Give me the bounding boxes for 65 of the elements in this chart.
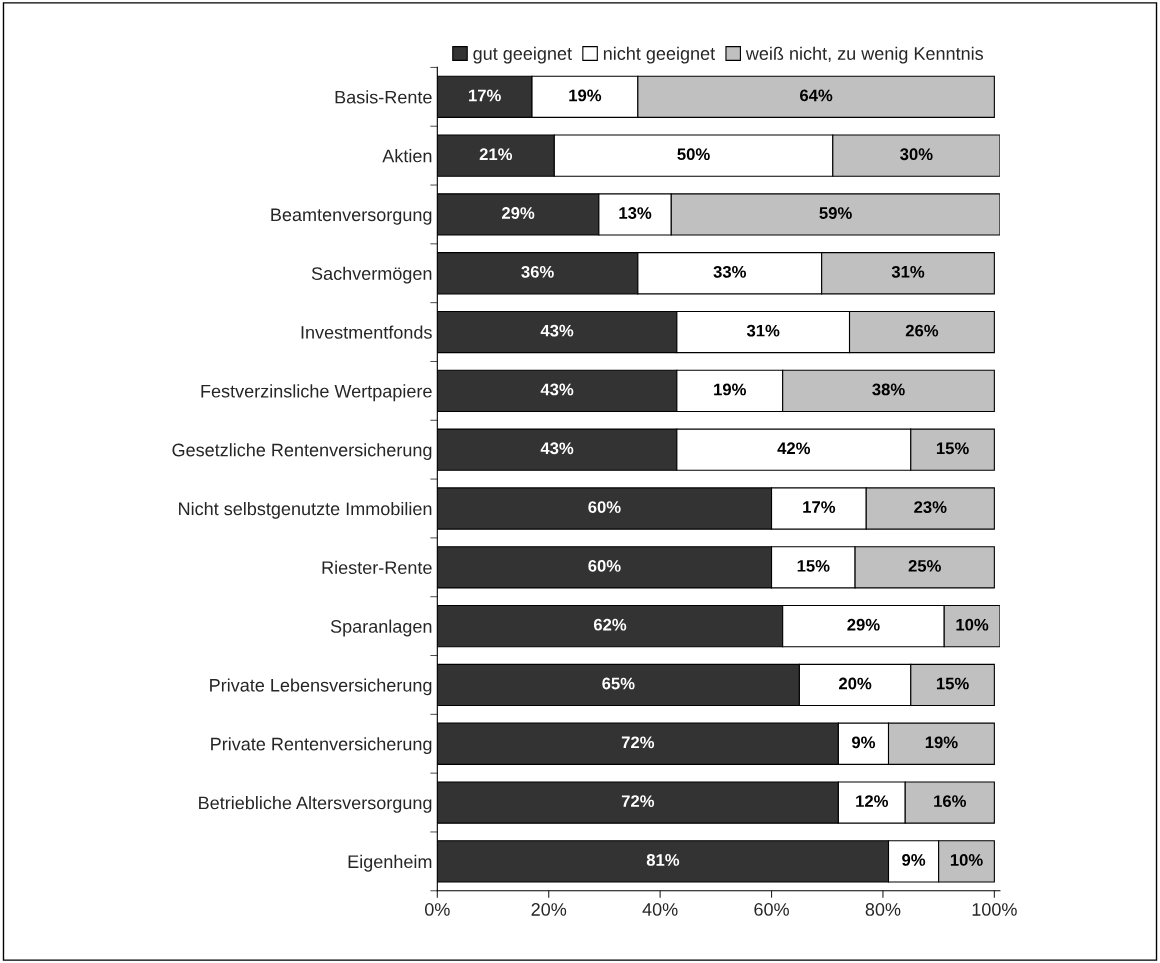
- x-tick-label: 80%: [865, 903, 901, 916]
- y-tick-label: Basis-Rente: [335, 90, 432, 104]
- data-label: 60%: [588, 501, 621, 513]
- data-label: 10%: [956, 618, 989, 631]
- data-label: 43%: [540, 324, 574, 337]
- legend-label: nicht geeignet: [603, 46, 716, 64]
- data-label: 29%: [847, 618, 880, 631]
- data-label: 13%: [619, 207, 652, 219]
- data-label: 65%: [602, 677, 635, 690]
- data-label: 19%: [714, 383, 746, 396]
- data-label: 30%: [900, 148, 933, 161]
- x-tick-label: 100%: [972, 903, 1017, 916]
- data-label: 20%: [838, 677, 872, 690]
- data-label: 33%: [713, 265, 746, 278]
- data-label: 31%: [891, 265, 925, 278]
- data-label: 62%: [593, 618, 627, 631]
- y-tick-label: Private Lebensversicherung: [210, 678, 432, 696]
- y-tick-label: Aktien: [382, 149, 432, 163]
- y-tick-label: Sachvermögen: [311, 266, 432, 284]
- data-label: 10%: [950, 854, 983, 866]
- data-label: 43%: [540, 442, 574, 455]
- data-label: 31%: [746, 324, 780, 337]
- x-tick-label: 60%: [754, 903, 789, 916]
- data-label: 81%: [646, 854, 680, 866]
- y-tick-label: Eigenheim: [348, 854, 432, 872]
- data-label: 15%: [797, 560, 830, 572]
- y-tick-label: Private Rentenversicherung: [211, 737, 432, 755]
- data-label: 59%: [819, 207, 852, 219]
- y-tick-label: Betriebliche Altersversorgung: [199, 796, 432, 813]
- data-label: 29%: [501, 207, 535, 219]
- x-tick-label: 0%: [424, 903, 450, 916]
- y-tick-label: Riester-Rente: [322, 560, 432, 575]
- y-tick-label: Beamtenversorgung: [271, 208, 432, 225]
- data-label: 43%: [540, 383, 574, 396]
- legend-label: weiß nicht, zu wenig Kenntnis: [745, 46, 984, 64]
- data-label: 19%: [925, 736, 958, 749]
- data-label: 72%: [621, 795, 655, 807]
- data-label: 17%: [803, 501, 836, 513]
- data-label: 9%: [902, 854, 926, 866]
- data-label: 38%: [872, 383, 905, 396]
- y-tick-label: Nicht selbstgenutzte Immobilien: [179, 501, 432, 519]
- data-label: 21%: [479, 148, 513, 161]
- data-label: 25%: [908, 559, 941, 572]
- data-label: 19%: [569, 89, 602, 102]
- data-label: 72%: [621, 736, 655, 749]
- x-tick-label: 40%: [642, 903, 678, 916]
- data-label: 16%: [934, 795, 967, 808]
- data-label: 42%: [777, 442, 811, 455]
- y-tick-label: Sparanlagen: [330, 619, 432, 637]
- data-label: 12%: [856, 795, 889, 807]
- x-tick-label: 20%: [531, 903, 567, 916]
- data-label: 23%: [914, 501, 947, 513]
- data-label: 64%: [800, 89, 833, 102]
- y-tick-label: Festverzinsliche Wertpapiere: [201, 384, 432, 402]
- data-label: 15%: [936, 442, 969, 455]
- data-label: 26%: [905, 324, 939, 337]
- data-label: 36%: [521, 265, 554, 278]
- data-label: 15%: [936, 677, 969, 690]
- data-label: 17%: [469, 89, 501, 102]
- data-label: 60%: [588, 559, 621, 572]
- data-label: 50%: [677, 148, 710, 161]
- data-label: 9%: [851, 736, 876, 749]
- legend-label: gut geeignet: [473, 46, 572, 64]
- y-tick-label: Gesetzliche Rentenversicherung: [172, 443, 432, 460]
- y-tick-label: Investmentfonds: [301, 325, 432, 339]
